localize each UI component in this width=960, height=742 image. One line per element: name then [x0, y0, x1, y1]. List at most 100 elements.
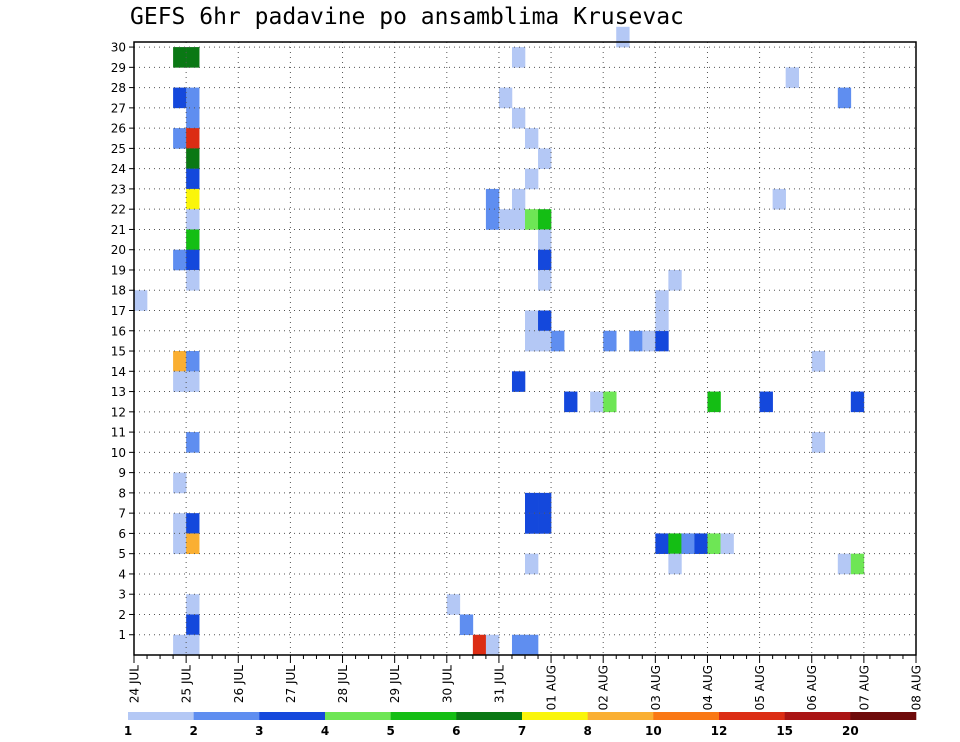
- cell-30: [511, 47, 526, 68]
- cell-4: [186, 107, 200, 129]
- colorbar-label-3: 3: [255, 724, 263, 738]
- xtick-label-9: 02 AUG: [597, 665, 611, 710]
- cell-70: [655, 310, 669, 332]
- colorbar-label-7: 7: [518, 724, 526, 738]
- cell-34: [538, 148, 552, 169]
- colorbar-swatch-4: [390, 712, 457, 720]
- xtick-label-2: 26 JUL: [232, 665, 246, 703]
- cell-17: [186, 351, 200, 372]
- cells-layer: [134, 26, 865, 656]
- cell-51: [459, 614, 474, 636]
- cell-20: [186, 432, 200, 453]
- cell-5: [173, 128, 187, 149]
- cell-65: [603, 391, 617, 413]
- cell-75: [681, 533, 695, 554]
- ytick-label-25: 25: [111, 142, 126, 156]
- cell-66: [603, 330, 617, 352]
- cell-60: [538, 513, 552, 534]
- cell-74: [668, 533, 682, 554]
- cell-53: [485, 634, 500, 656]
- ytick-label-13: 13: [111, 385, 126, 399]
- colorbar-swatch-3: [325, 712, 391, 720]
- ytick-label-2: 2: [118, 608, 126, 622]
- colorbar-swatch-10: [784, 712, 851, 720]
- ytick-label-29: 29: [111, 61, 126, 75]
- cell-85: [811, 351, 826, 372]
- cell-84: [772, 188, 786, 210]
- cell-32: [511, 107, 526, 129]
- ytick-label-23: 23: [111, 182, 126, 196]
- cell-24: [173, 533, 187, 554]
- colorbar-label-15: 15: [776, 724, 793, 738]
- ytick-label-8: 8: [118, 486, 126, 500]
- cell-58: [538, 492, 552, 514]
- ytick-label-7: 7: [118, 507, 126, 521]
- ytick-label-30: 30: [111, 41, 126, 55]
- cell-19: [186, 371, 200, 392]
- cell-13: [186, 249, 200, 271]
- cell-57: [525, 492, 539, 514]
- cell-42: [538, 209, 552, 230]
- cell-90: [850, 553, 865, 575]
- ytick-label-19: 19: [111, 263, 126, 277]
- chart-title: GEFS 6hr padavine po ansamblima Krusevac: [130, 4, 684, 30]
- colorbar-swatch-9: [719, 712, 785, 720]
- colorbar-swatch-2: [259, 712, 326, 720]
- cell-25: [186, 533, 200, 554]
- cell-29: [186, 634, 200, 656]
- grid-layer: [134, 42, 916, 655]
- colorbar-swatch-5: [456, 712, 523, 720]
- cell-15: [134, 290, 148, 311]
- colorbar-swatch-8: [653, 712, 720, 720]
- colorbar: 1 2 3 4 5 6 7 8 10 12 15 20: [124, 712, 917, 738]
- cell-46: [525, 310, 539, 332]
- cell-27: [186, 614, 200, 636]
- cell-69: [655, 330, 669, 352]
- colorbar-label-12: 12: [711, 724, 728, 738]
- cell-11: [186, 229, 200, 251]
- ytick-label-27: 27: [111, 101, 126, 115]
- cell-89: [837, 553, 852, 575]
- cell-83: [785, 67, 799, 88]
- cell-41: [525, 209, 539, 230]
- colorbar-label-6: 6: [452, 724, 460, 738]
- xtick-label-12: 05 AUG: [753, 665, 767, 710]
- cell-82: [616, 26, 630, 48]
- cell-40: [511, 209, 526, 230]
- xtick-label-13: 06 AUG: [805, 665, 819, 710]
- ytick-label-10: 10: [111, 446, 126, 460]
- cell-73: [655, 533, 669, 554]
- ytick-label-5: 5: [118, 547, 126, 561]
- cell-72: [668, 269, 682, 291]
- ytick-label-24: 24: [111, 162, 126, 176]
- cell-49: [525, 330, 539, 352]
- cell-79: [668, 553, 682, 575]
- colorbar-label-8: 8: [583, 724, 591, 738]
- ytick-label-3: 3: [118, 588, 126, 602]
- cell-67: [629, 330, 643, 352]
- colorbar-label-2: 2: [189, 724, 197, 738]
- xtick-label-6: 30 JUL: [440, 665, 454, 703]
- cell-31: [498, 87, 513, 109]
- xtick-label-14: 07 AUG: [857, 665, 871, 710]
- ytick-label-1: 1: [118, 628, 126, 642]
- cell-80: [707, 391, 721, 413]
- ticks-layer: 1234567891011121314151617181920212223242…: [111, 41, 924, 711]
- ytick-label-21: 21: [111, 223, 126, 237]
- cell-26: [186, 594, 200, 615]
- cell-63: [564, 391, 578, 413]
- ytick-label-12: 12: [111, 405, 126, 419]
- cell-37: [485, 188, 500, 210]
- cell-28: [173, 634, 187, 656]
- cell-52: [472, 634, 487, 656]
- cell-16: [173, 351, 187, 372]
- colorbar-label-1: 1: [124, 724, 132, 738]
- cell-71: [655, 290, 669, 311]
- cell-47: [538, 310, 552, 332]
- colorbar-swatch-6: [522, 712, 588, 720]
- cell-9: [186, 188, 200, 210]
- cell-6: [186, 128, 200, 149]
- cell-39: [498, 209, 513, 230]
- xtick-label-3: 27 JUL: [284, 665, 298, 703]
